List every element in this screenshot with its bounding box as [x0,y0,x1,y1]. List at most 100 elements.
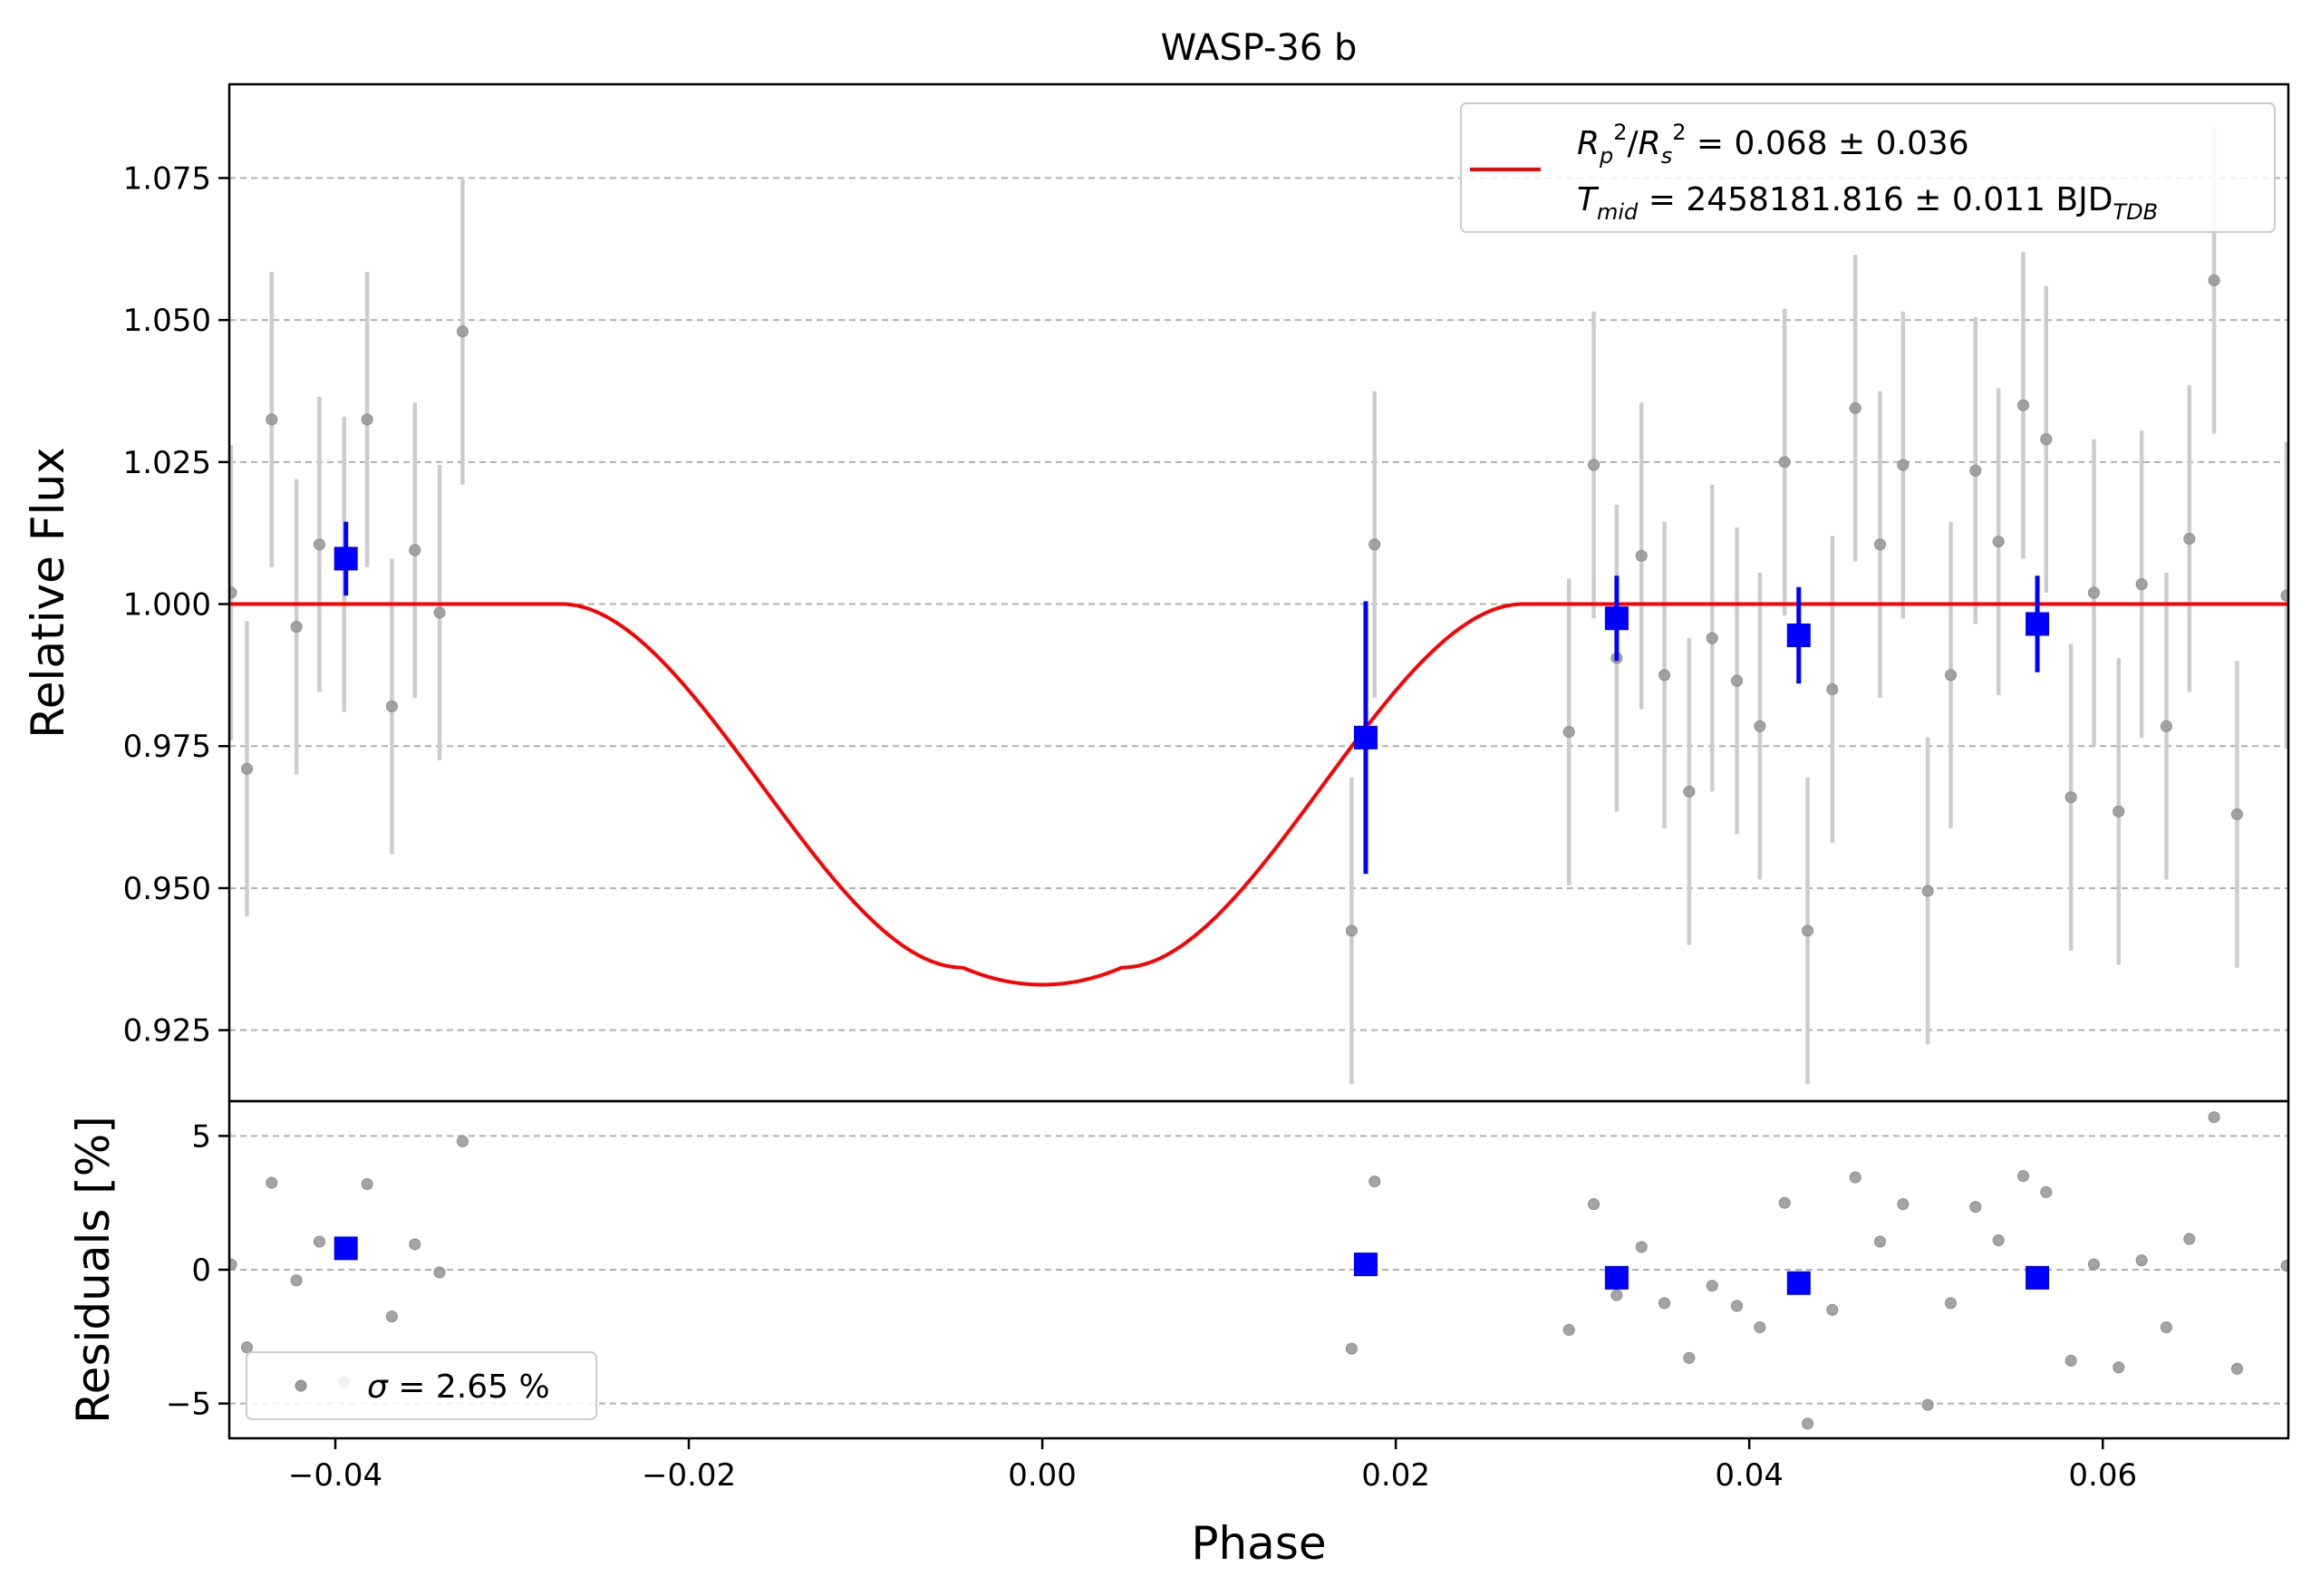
chart-title: WASP-36 b [1161,27,1358,69]
residual-point [1731,1300,1744,1312]
raw-point [2280,589,2288,602]
residual-point [1683,1351,1696,1364]
x-tick-label: −0.04 [288,1457,382,1494]
x-tick-label: 0.06 [2068,1457,2137,1494]
raw-point [290,621,303,634]
binned-point [334,547,358,571]
residual-point [1778,1196,1791,1209]
top-y-tick-label: 1.000 [123,587,211,624]
bottom-panel-data [229,1111,2288,1430]
x-axis-label: Phase [1191,1517,1326,1570]
top-y-tick-label: 1.025 [123,445,211,481]
residual-point [1969,1201,1982,1214]
top-y-tick-label: 1.050 [123,303,211,339]
residual-point [2160,1320,2172,1333]
raw-point [1802,924,1814,937]
bottom-y-tick-label: 5 [191,1118,211,1155]
residual-point [2183,1233,2196,1245]
raw-point [313,538,325,551]
raw-point [361,413,373,426]
residual-point [1635,1241,1648,1253]
residual-point [290,1274,303,1287]
residual-point [2040,1185,2053,1198]
residual-point [229,1258,237,1271]
raw-point [1562,726,1575,739]
residual-point [433,1266,446,1279]
bottom-legend: σ = 2.65 % [246,1351,597,1420]
residual-point [385,1311,398,1323]
binned-residual-point [334,1236,358,1261]
raw-point [1635,549,1648,562]
residual-point [1368,1175,1381,1188]
raw-point [1731,674,1744,687]
binned-residual-point [1604,1265,1629,1290]
raw-point [1945,669,1958,682]
legend-sigma-label: σ = 2.65 % [367,1369,550,1406]
model-curve [229,602,2288,987]
raw-point [1368,538,1381,551]
top-y-tick-label: 0.950 [123,871,211,907]
raw-point [433,606,446,619]
residual-point [1992,1234,2005,1247]
residual-point [2208,1111,2220,1124]
raw-point [1754,720,1766,732]
raw-point [229,586,237,599]
residual-point [1945,1297,1958,1310]
raw-point [1874,538,1887,551]
raw-point [1683,785,1696,798]
residual-point [1874,1235,1887,1248]
legend-residual-marker [295,1379,307,1392]
residual-point [2113,1361,2125,1374]
x-tick-label: 0.04 [1715,1457,1784,1494]
raw-point [385,700,398,712]
binned-residual-point [1353,1253,1378,1277]
top-y-tick-label: 0.925 [123,1013,211,1049]
residual-point [266,1176,278,1189]
x-tick-label: 0.02 [1361,1457,1430,1494]
raw-point [2183,532,2196,545]
residual-point [456,1135,469,1147]
raw-point [2064,791,2077,804]
raw-point [2230,808,2243,820]
residual-point [241,1341,254,1354]
top-legend: Rp2/Rs2 = 0.068 ± 0.036 Tmid = 2458181.8… [1460,102,2276,233]
residual-point [2230,1362,2243,1375]
residual-point [1849,1171,1861,1184]
raw-point [2016,399,2029,411]
top-y-tick-label: 1.075 [123,160,211,197]
x-tick-label: −0.02 [642,1457,736,1494]
top-panel-frame [227,82,2290,1103]
raw-point [409,544,421,556]
raw-point [1706,632,1718,644]
residual-point [2016,1170,2029,1183]
binned-point [2026,612,2050,636]
binned-point [1786,624,1811,648]
axes: 0.925 0.950 0.975 1.000 1.025 1.050 1.075 −5 0 5 −… [123,160,2137,1494]
residual-point [1802,1417,1814,1430]
residual-point [1706,1280,1718,1292]
binned-residual-point [2026,1265,2050,1290]
raw-point [1897,459,1910,471]
residual-point [2135,1254,2148,1267]
raw-point [1969,464,1982,477]
binned-point [1604,606,1629,631]
residual-point [313,1235,325,1248]
top-y-tick-label: 0.975 [123,729,211,765]
legend-tmid-label: Tmid = 2458181.816 ± 0.011 BJDTDB [1577,181,2158,225]
residual-point [1588,1198,1600,1211]
bottom-y-axis-label: Residuals [%] [67,1116,120,1424]
binned-point [1353,725,1378,750]
top-panel-data [229,127,2288,1085]
raw-point [2040,433,2053,446]
residual-point [1345,1342,1358,1355]
residual-point [1562,1323,1575,1336]
raw-point [1826,683,1839,696]
residual-point [1826,1303,1839,1316]
raw-point [266,413,278,426]
residual-point [1610,1289,1623,1301]
raw-point [2087,586,2100,599]
raw-point [1345,924,1358,937]
raw-point [2113,805,2125,817]
bottom-y-tick-label: −5 [166,1387,211,1423]
